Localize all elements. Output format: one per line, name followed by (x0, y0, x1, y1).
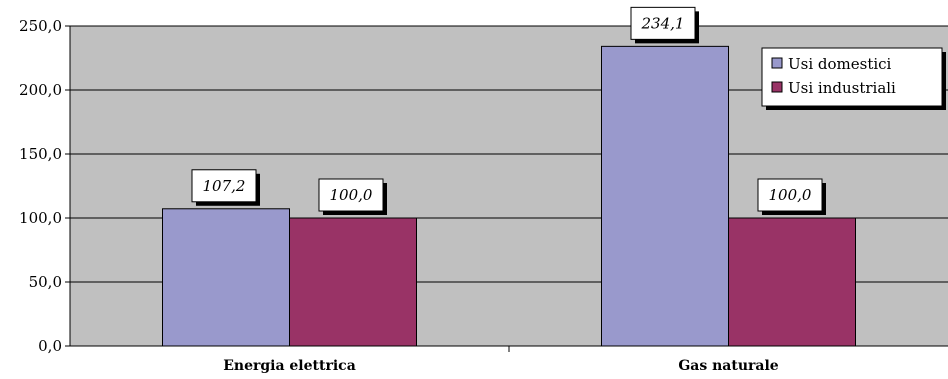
legend-label: Usi domestici (788, 55, 892, 73)
y-tick-label: 200,0 (19, 81, 62, 99)
legend-box (761, 47, 943, 107)
data-label: 234,1 (641, 14, 685, 32)
y-tick-label: 150,0 (19, 145, 62, 163)
bar (601, 45, 729, 347)
legend-swatch (771, 57, 783, 69)
legend: Usi domestici Usi industriali (761, 47, 946, 110)
y-tick-label: 50,0 (29, 273, 62, 291)
legend-swatch (771, 81, 783, 93)
data-label: 107,2 (203, 177, 246, 195)
axes (69, 26, 948, 352)
data-labels: 107,2 100,0 234,1 100,0 (191, 6, 826, 215)
y-tick-label: 0,0 (38, 337, 62, 355)
y-tick-label: 250,0 (19, 17, 62, 35)
data-label-box (191, 169, 257, 203)
x-axis-labels: Energia elettrica Gas naturale (223, 358, 779, 374)
legend-label: Usi industriali (788, 79, 896, 97)
x-tick-label: Energia elettrica (223, 358, 356, 374)
data-label: 100,0 (330, 186, 373, 204)
bar (728, 217, 856, 347)
y-axis-ticks: 0,0 50,0 100,0 150,0 200,0 250,0 (19, 17, 70, 355)
bar (289, 217, 417, 347)
x-tick-label: Gas naturale (678, 358, 778, 374)
data-label-box (757, 178, 823, 212)
y-tick-label: 100,0 (19, 209, 62, 227)
bars (162, 45, 856, 347)
data-label: 100,0 (769, 186, 812, 204)
bar (162, 208, 290, 347)
data-label-box (630, 6, 696, 40)
data-label-box (318, 178, 384, 212)
